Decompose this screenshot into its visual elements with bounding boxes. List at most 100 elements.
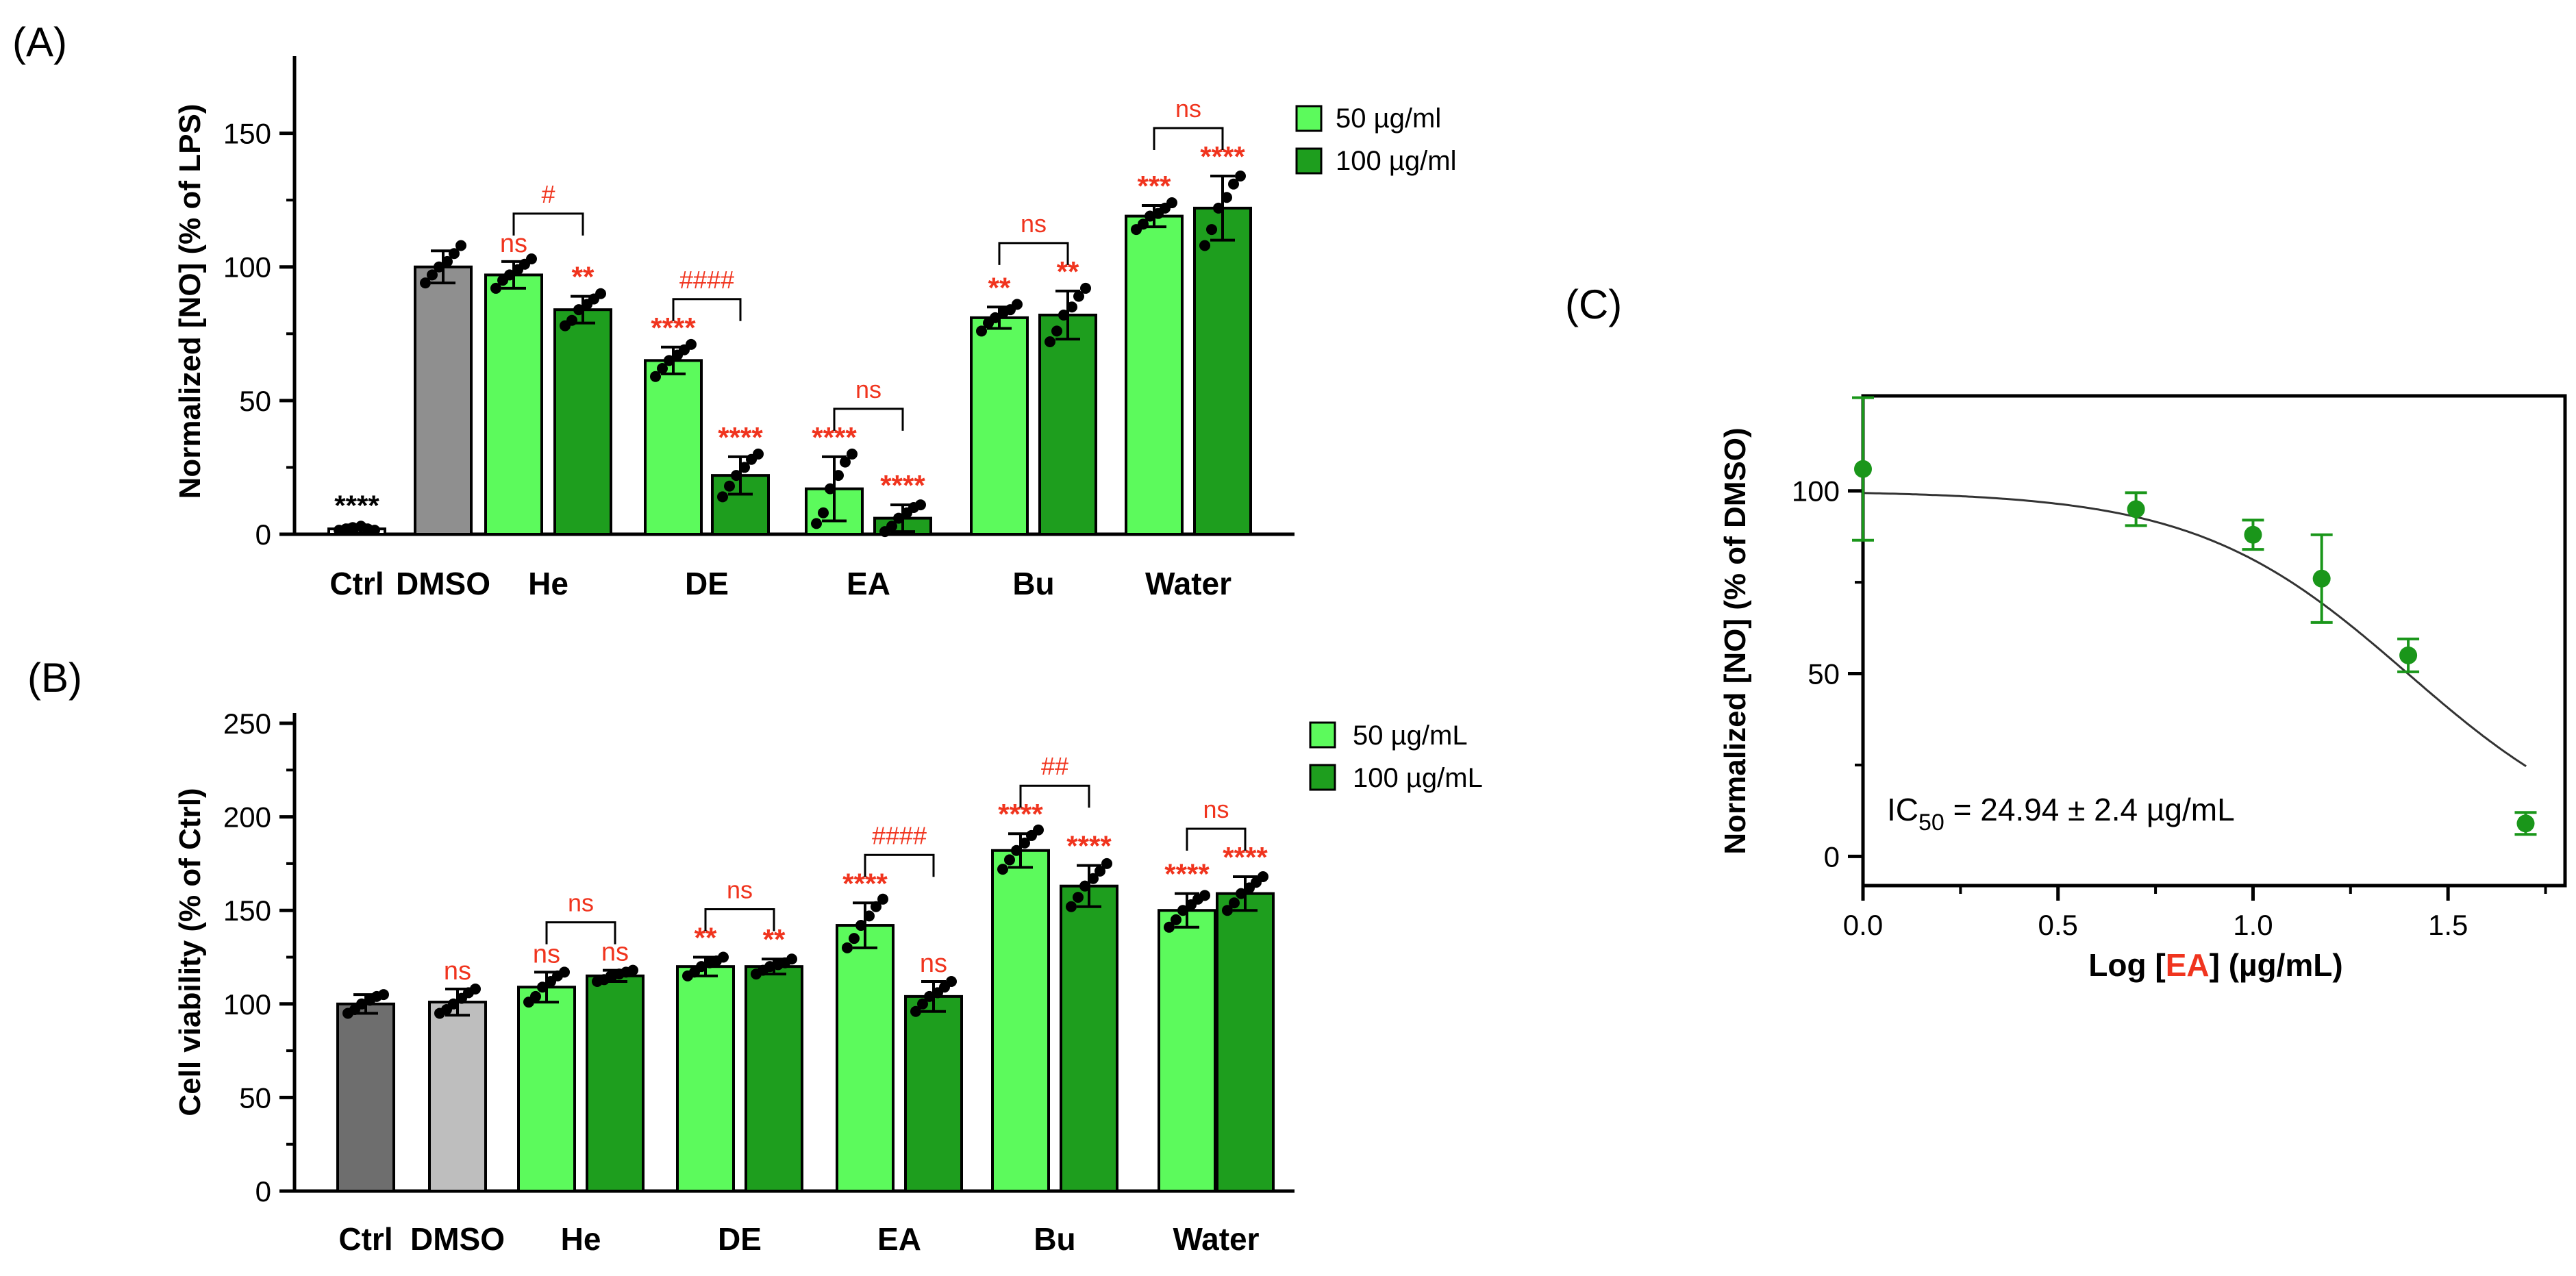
y-tick-label: 100 bbox=[223, 988, 271, 1021]
comparison-bracket bbox=[998, 242, 1069, 265]
data-point bbox=[1228, 178, 1239, 190]
bracket-label: ## bbox=[1041, 752, 1068, 780]
data-point bbox=[842, 942, 853, 953]
category-label: Water bbox=[1173, 1221, 1259, 1257]
comparison-bracket bbox=[833, 408, 904, 431]
comparison-bracket bbox=[512, 212, 584, 236]
bracket-label: ns bbox=[1021, 210, 1047, 238]
data-point bbox=[849, 933, 860, 945]
bar bbox=[836, 924, 895, 1193]
bar bbox=[1038, 313, 1097, 536]
bar bbox=[336, 1002, 395, 1193]
y-tick-label: 50 bbox=[239, 1081, 271, 1114]
data-point bbox=[840, 456, 851, 468]
category-label: He bbox=[528, 566, 568, 601]
panel-c-ylabel: Normalized [NO] (% of DMSO) bbox=[1718, 427, 1752, 854]
y-tick-label: 0 bbox=[255, 1175, 271, 1208]
legend-a-label-50: 50 µg/ml bbox=[1336, 103, 1441, 134]
panel-c-label: (C) bbox=[1565, 282, 1622, 327]
data-point bbox=[1199, 240, 1210, 251]
data-point bbox=[1258, 871, 1268, 883]
bar bbox=[1193, 206, 1252, 536]
data-point bbox=[1199, 890, 1210, 901]
data-point bbox=[2244, 525, 2262, 544]
legend-b-swatch-50 bbox=[1309, 721, 1336, 749]
significance-label: **** bbox=[1164, 858, 1210, 890]
data-point bbox=[686, 338, 697, 350]
bar bbox=[1060, 884, 1118, 1192]
panel-b-label: (B) bbox=[27, 655, 82, 701]
data-point bbox=[1222, 905, 1233, 916]
bar bbox=[970, 316, 1029, 536]
significance-label: ns bbox=[920, 949, 947, 978]
category-label: Water bbox=[1145, 566, 1231, 601]
significance-label: **** bbox=[1066, 830, 1112, 862]
data-point bbox=[976, 325, 987, 337]
comparison-bracket bbox=[864, 853, 935, 877]
data-point bbox=[455, 240, 466, 251]
data-point bbox=[1033, 824, 1044, 836]
data-point bbox=[2399, 646, 2418, 664]
ic50-annotation: IC50 = 24.94 ± 2.4 µg/mL bbox=[1887, 792, 2235, 836]
data-point bbox=[997, 864, 1008, 875]
data-point bbox=[1206, 224, 1217, 236]
data-point bbox=[917, 998, 928, 1010]
comparison-bracket bbox=[672, 298, 742, 321]
panel-a-ylabel: Normalized [NO] (% of LPS) bbox=[173, 104, 207, 499]
data-point bbox=[490, 282, 501, 294]
significance-label: **** bbox=[718, 421, 763, 453]
data-point bbox=[718, 951, 729, 963]
data-point bbox=[1171, 914, 1181, 925]
bar bbox=[484, 273, 543, 536]
bar bbox=[1125, 214, 1184, 536]
comparison-bracket bbox=[1186, 827, 1247, 851]
category-label: DMSO bbox=[396, 566, 490, 601]
bar bbox=[676, 965, 735, 1193]
category-label: Bu bbox=[1012, 566, 1054, 601]
comparison-bracket bbox=[1019, 784, 1090, 808]
panel-c-chart: (C) 0.0 0.5 1.0 1.5 0 50 100 IC50 = 24.94 ± 2.… bbox=[1565, 282, 2567, 983]
bar bbox=[428, 1001, 487, 1192]
data-point bbox=[910, 1005, 921, 1017]
data-point bbox=[717, 491, 728, 503]
x-tick-label: 1.5 bbox=[2428, 909, 2468, 941]
y-tick-label: 200 bbox=[223, 801, 271, 834]
y-tick-label: 100 bbox=[223, 251, 271, 284]
data-point bbox=[2516, 814, 2535, 833]
data-point bbox=[420, 277, 431, 289]
data-point bbox=[1166, 197, 1177, 209]
significance-label: **** bbox=[334, 489, 379, 521]
y-tick-label: 150 bbox=[223, 118, 271, 150]
data-point bbox=[369, 525, 380, 536]
bar bbox=[745, 965, 803, 1193]
data-point bbox=[724, 480, 735, 492]
data-point bbox=[886, 521, 897, 532]
data-point bbox=[627, 964, 638, 976]
bar bbox=[586, 974, 645, 1192]
bar bbox=[517, 986, 576, 1193]
comparison-bracket bbox=[1153, 127, 1224, 151]
significance-label: **** bbox=[880, 469, 925, 501]
bracket-label: #### bbox=[872, 821, 927, 849]
category-label: DE bbox=[718, 1221, 762, 1257]
y-tick-label: 50 bbox=[1808, 658, 1840, 690]
bar bbox=[904, 994, 963, 1192]
category-label: Ctrl bbox=[338, 1221, 392, 1257]
x-tick-label: 1.0 bbox=[2233, 909, 2273, 941]
bar bbox=[553, 308, 612, 536]
data-point bbox=[1012, 299, 1023, 310]
data-point bbox=[1051, 325, 1062, 337]
data-point bbox=[2312, 569, 2331, 588]
legend-a-swatch-100 bbox=[1295, 147, 1323, 175]
data-point bbox=[2127, 500, 2145, 518]
data-point bbox=[427, 269, 438, 281]
bracket-label: ns bbox=[1175, 95, 1201, 123]
data-point bbox=[559, 966, 570, 978]
data-point bbox=[1854, 460, 1872, 478]
panel-c-frame bbox=[1861, 394, 2567, 888]
data-point bbox=[526, 253, 537, 265]
data-point bbox=[811, 518, 822, 529]
y-tick-label: 250 bbox=[223, 708, 271, 740]
